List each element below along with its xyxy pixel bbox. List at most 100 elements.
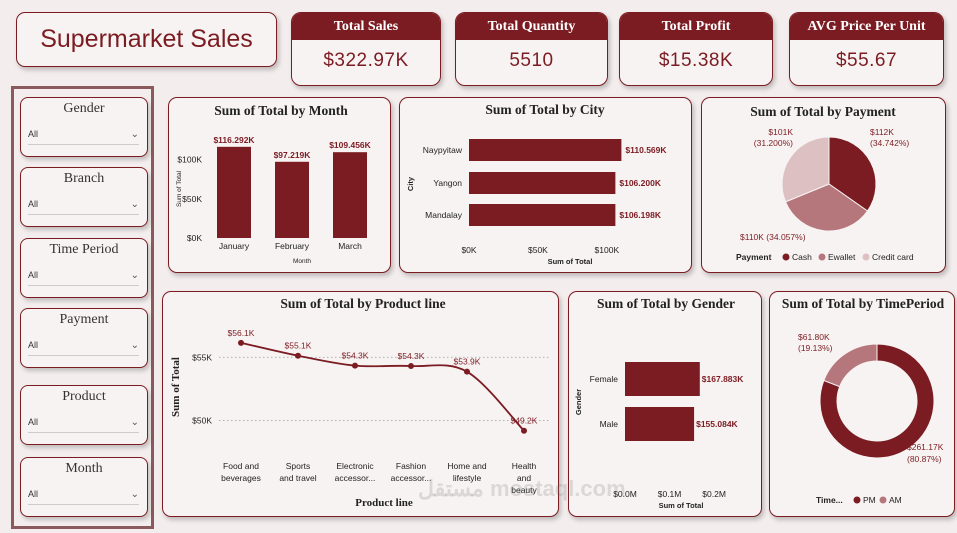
chart-payment: Sum of Total by Payment $112K(34.742%) $11… [736, 104, 914, 262]
bar [469, 172, 616, 194]
data-label: $261.17K [907, 442, 944, 452]
pie-slice [781, 136, 830, 203]
filter-label: Product [62, 389, 106, 404]
data-label: $155.084K [696, 419, 738, 429]
y-tick-label: Female [590, 374, 619, 384]
chart-gender: Sum of Total by Gender $167.883K Female $15… [574, 296, 744, 510]
y-tick-label: $100K [177, 155, 202, 165]
x-tick-label: Electronic [336, 461, 374, 471]
data-point [295, 352, 301, 359]
x-tick-label: $50K [528, 245, 548, 255]
filter-gender-dropdown[interactable]: All ⌄ [28, 124, 139, 145]
filter-month: Month All ⌄ [20, 457, 148, 517]
legend-title: Time... [816, 495, 843, 505]
series-line [240, 341, 525, 432]
dropdown-value: All [28, 199, 39, 209]
x-tick-label: $0.1M [658, 489, 682, 499]
dropdown-value: All [28, 417, 39, 427]
kpi-label: AVG Price Per Unit [790, 13, 943, 40]
dropdown-value: All [28, 489, 39, 499]
data-point [408, 363, 414, 370]
kpi-label: Total Sales [292, 13, 440, 40]
filter-month-dropdown[interactable]: All ⌄ [28, 484, 139, 505]
filter-time-period: Time Period All ⌄ [20, 238, 148, 298]
y-axis-label: City [406, 176, 415, 191]
legend-marker [862, 253, 870, 261]
legend-marker [782, 253, 790, 261]
chart-title: Sum of Total by City [485, 102, 605, 117]
chevron-down-icon: ⌄ [130, 128, 139, 140]
data-label: $54.3K [342, 351, 369, 361]
x-tick-label: $0K [461, 245, 476, 255]
data-label: $106.198K [619, 210, 661, 220]
chevron-down-icon: ⌄ [130, 416, 139, 428]
filter-label: Branch [63, 171, 105, 186]
data-point [352, 362, 358, 369]
filter-label: Payment [59, 312, 109, 327]
data-label: (31.200%) [754, 138, 793, 148]
x-tick-label: accessor... [391, 473, 432, 483]
x-tick-label: Fashion [396, 461, 427, 471]
filter-branch: Branch All ⌄ [20, 167, 148, 227]
chevron-down-icon: ⌄ [130, 269, 139, 281]
y-tick-label: $50K [182, 194, 202, 204]
y-tick-label: $0K [187, 233, 202, 243]
bar [333, 152, 367, 238]
dashboard-title: Supermarket Sales [40, 25, 253, 53]
kpi-label: Total Profit [620, 13, 772, 40]
x-tick-label: Sports [286, 461, 311, 471]
x-tick-label: beauty [511, 485, 537, 495]
kpi-value: 5510 [509, 50, 554, 71]
filter-time-period-dropdown[interactable]: All ⌄ [28, 265, 139, 286]
chart-city: Sum of Total by City $110.569K Naypyitaw $1… [406, 102, 667, 266]
chart-timeperiod: Sum of Total by TimePeriod $261.17K (80.87… [782, 296, 945, 505]
data-point [521, 427, 527, 434]
pie-slice [784, 183, 869, 232]
data-label: $112K [870, 127, 894, 137]
legend-label: PM [863, 495, 876, 505]
bar [625, 407, 695, 441]
data-label: $110.569K [625, 145, 667, 155]
chart-title: Sum of Total by Month [214, 103, 348, 118]
donut-slice [819, 343, 935, 459]
data-label: $101K [768, 127, 793, 137]
data-label: $109.456K [329, 140, 371, 150]
chart-card-productline: Sum of Total by Product line $50K $55K $56.… [162, 291, 559, 517]
chart-card-month: Sum of Total by Month $0K $50K $100K $116.29… [168, 97, 391, 273]
x-tick-label: and [517, 473, 531, 483]
data-label: $61.80K [798, 332, 830, 342]
legend-label: AM [889, 495, 902, 505]
chevron-down-icon: ⌄ [130, 339, 139, 351]
filter-product-dropdown[interactable]: All ⌄ [28, 412, 139, 433]
chart-card-payment: Sum of Total by Payment $112K (34.742%) $11… [701, 97, 946, 273]
filter-branch-dropdown[interactable]: All ⌄ [28, 194, 139, 215]
x-tick-label: March [338, 241, 362, 251]
legend-title: Payment [736, 252, 772, 262]
filter-payment-dropdown[interactable]: All ⌄ [28, 335, 139, 356]
data-label: $53.9K [454, 357, 481, 367]
data-point [238, 339, 244, 346]
data-label: (80.87%) [907, 454, 942, 464]
chart-card-gender: Sum of Total by Gender $167.883K Female $15… [568, 291, 762, 517]
bar [469, 139, 622, 161]
data-label: $167.883K [702, 374, 744, 384]
x-tick-label: beverages [221, 473, 261, 483]
x-tick-label: lifestyle [453, 473, 482, 483]
filter-label: Month [65, 461, 103, 476]
data-label: $56.1K [228, 328, 255, 338]
kpi-total-quantity: Total Quantity 5510 [455, 12, 608, 86]
y-axis-label: Gender [574, 389, 583, 415]
donut-slice [823, 343, 878, 388]
chart-title: Sum of Total by Gender [597, 296, 735, 311]
y-tick-label: Male [600, 419, 619, 429]
bar [625, 362, 700, 396]
dropdown-value: All [28, 270, 39, 280]
data-label: $97.219K [274, 150, 312, 160]
kpi-value: $55.67 [835, 50, 898, 71]
filter-payment: Payment All ⌄ [20, 308, 148, 368]
kpi-value: $322.97K [323, 50, 409, 71]
legend-marker [853, 496, 861, 504]
y-axis-label: Sum of Total [176, 170, 183, 207]
legend-marker [818, 253, 826, 261]
chevron-down-icon: ⌄ [130, 488, 139, 500]
